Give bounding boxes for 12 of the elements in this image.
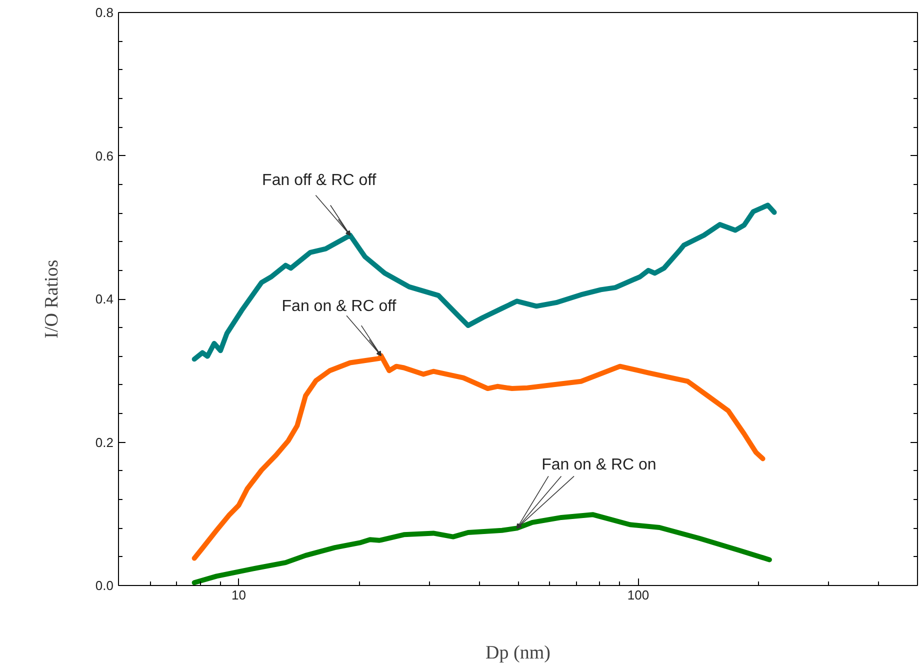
annotation: Fan on & RC off [282,298,397,316]
annotation: Fan off & RC off [262,172,377,189]
y-tick-label: 0.0 [95,578,114,593]
annotation: Fan on & RC on [542,456,656,474]
x-tick-label: 10 [232,588,246,602]
y-tick-label: 0.6 [95,148,114,164]
x-tick-label: 100 [627,588,650,602]
y-tick-label: 0.8 [95,5,114,20]
y-tick-label: 0.4 [95,292,114,306]
y-tick-label: 0.2 [95,434,114,450]
x-axis-title: Dp (nm) [486,642,550,664]
y-axis-title: I/O Ratios [41,260,62,338]
